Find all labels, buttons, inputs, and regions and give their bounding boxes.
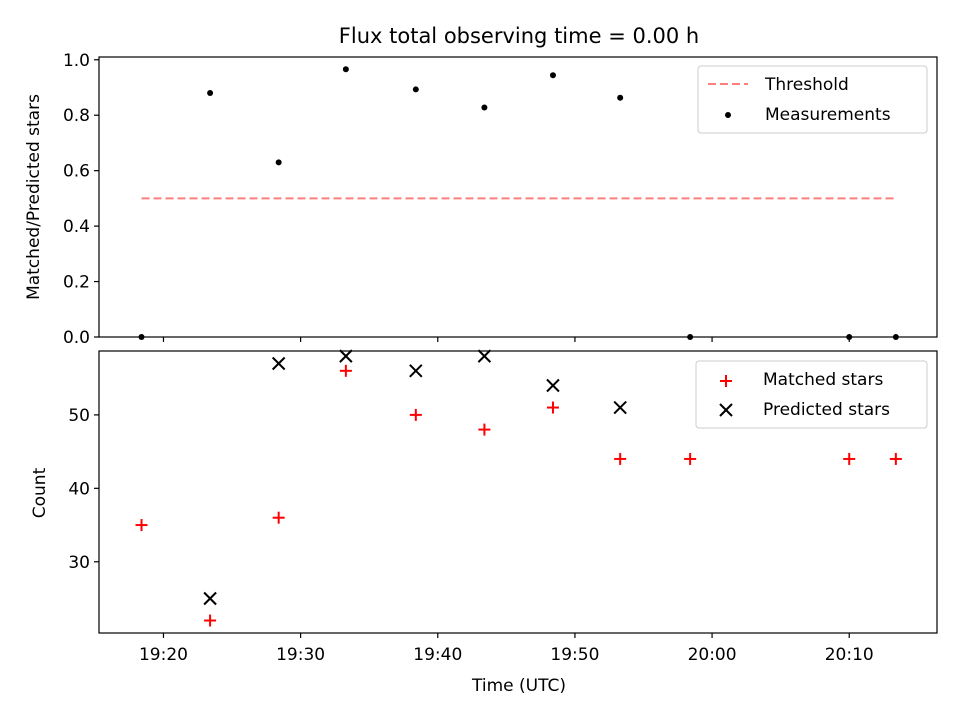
x-tick-label: 19:20	[139, 645, 188, 665]
x-tick-label: 19:30	[276, 645, 325, 665]
matched-star-point	[135, 519, 148, 532]
matched-star-point	[204, 614, 217, 627]
bottom-panel: 30 40 50 19:20 19:30 19:40 19:50 20:00 20:10 Co…	[30, 349, 938, 696]
bottom-y-tick-label: 50	[68, 406, 90, 426]
measurement-point	[549, 72, 556, 79]
bottom-legend: Matched stars Predicted stars	[695, 360, 928, 429]
count-points	[135, 349, 902, 627]
predicted-star-point	[546, 378, 560, 393]
bottom-x-ticks: 19:20 19:30 19:40 19:50 20:00 20:10	[139, 633, 874, 665]
bottom-y-tick-label: 40	[68, 479, 90, 499]
x-tick-label: 19:40	[413, 645, 462, 665]
predicted-star-point	[339, 349, 353, 363]
top-y-axis-label: Matched/Predicted stars	[24, 94, 44, 300]
top-legend-box	[697, 65, 928, 134]
legend-predicted-label: Predicted stars	[763, 400, 890, 420]
predicted-star-point	[271, 356, 286, 371]
x-tick-label: 19:50	[550, 645, 599, 665]
measurement-point	[207, 90, 214, 97]
legend-matched-label: Matched stars	[763, 370, 883, 390]
measurement-point	[342, 66, 349, 73]
matched-star-point	[546, 401, 559, 414]
legend-matched-swatch	[720, 375, 732, 387]
matched-star-point	[478, 423, 491, 436]
measurement-point	[412, 86, 419, 93]
top-y-tick-label: 0.0	[63, 328, 90, 348]
bottom-plot-frame	[98, 350, 938, 634]
top-plot-frame	[98, 56, 938, 338]
matched-star-point	[843, 452, 856, 465]
predicted-star-point	[203, 591, 217, 606]
matched-star-point	[409, 408, 422, 421]
predicted-star-point	[477, 349, 492, 363]
top-legend: Threshold Measurements	[697, 65, 928, 134]
bottom-y-axis-label: Count	[30, 467, 50, 518]
x-tick-label: 20:10	[825, 645, 874, 665]
legend-measurements-label: Measurements	[765, 105, 891, 125]
top-x-ticks	[162, 337, 850, 342]
matched-star-point	[889, 452, 902, 465]
matched-star-point	[614, 452, 627, 465]
measurement-point	[275, 159, 282, 166]
predicted-star-point	[613, 400, 627, 415]
measurement-point	[617, 94, 624, 101]
legend-measurements-swatch	[725, 112, 731, 118]
top-y-tick-label: 0.6	[63, 162, 90, 182]
x-axis-label: Time (UTC)	[471, 676, 566, 696]
legend-threshold-label: Threshold	[764, 75, 849, 95]
bottom-y-ticks: 30 40 50	[68, 406, 99, 573]
measurement-point	[481, 104, 488, 111]
top-y-tick-label: 0.8	[63, 106, 90, 126]
chart-title: Flux total observing time = 0.00 h	[339, 24, 699, 48]
legend-predicted-swatch	[719, 403, 733, 417]
top-y-tick-label: 0.2	[63, 273, 90, 293]
x-tick-label: 20:00	[688, 645, 737, 665]
top-panel: 0.0 0.2 0.4 0.6 0.8 1.0 Matched/Predicted sta…	[24, 51, 938, 348]
matched-star-point	[272, 511, 285, 524]
matched-star-point	[339, 364, 352, 377]
top-y-ticks: 0.0 0.2 0.4 0.6 0.8 1.0	[63, 51, 99, 348]
matched-star-point	[684, 452, 697, 465]
predicted-star-point	[409, 364, 423, 378]
bottom-y-tick-label: 30	[68, 553, 90, 573]
bottom-legend-box	[695, 360, 928, 429]
top-y-tick-label: 0.4	[63, 217, 90, 237]
top-y-tick-label: 1.0	[63, 51, 90, 71]
